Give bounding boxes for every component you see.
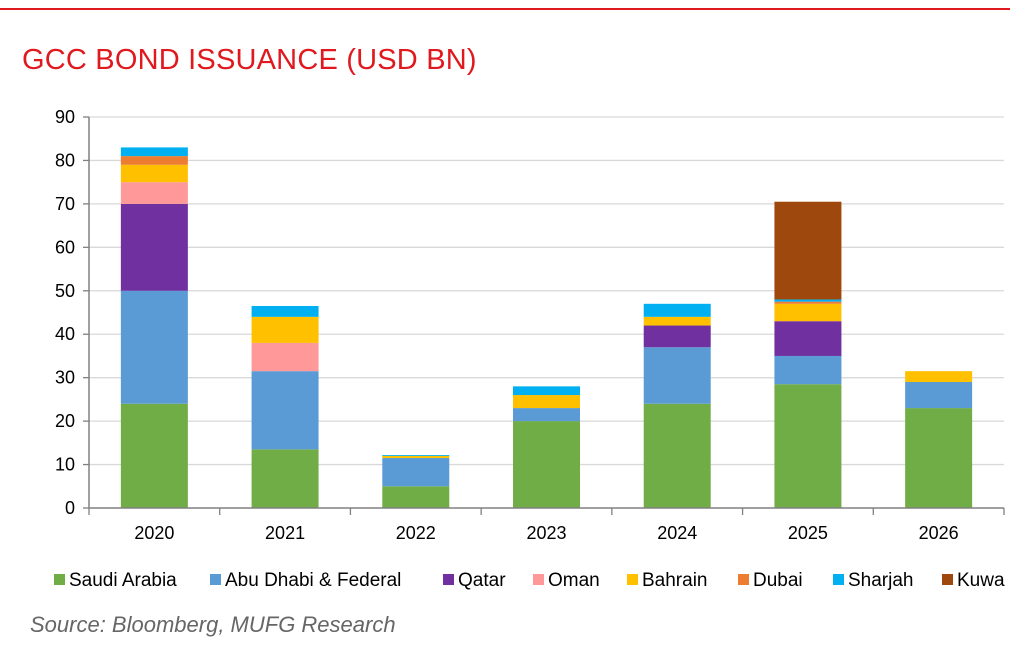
y-tick-label: 30 [55, 368, 75, 388]
y-tick-label: 10 [55, 455, 75, 475]
legend-swatch-sharjah [833, 574, 844, 585]
y-tick-label: 40 [55, 324, 75, 344]
legend-label-sharjah: Sharjah [848, 570, 914, 591]
bar-2021-abu-dhabi-federal [251, 371, 319, 450]
bar-2023-bahrain [513, 395, 580, 409]
x-tick-label-2023: 2023 [526, 523, 566, 543]
legend-label-abu-dhabi-federal: Abu Dhabi & Federal [225, 570, 401, 591]
bar-2022-sharjah [382, 454, 450, 456]
x-tick-label-2026: 2026 [919, 523, 959, 543]
x-tick-label-2020: 2020 [134, 523, 174, 543]
bar-2026-abu-dhabi-federal [905, 382, 973, 409]
bar-2023-saudi-arabia [513, 421, 580, 508]
bar-2020-bahrain [120, 164, 188, 183]
legend-swatch-dubai [738, 574, 749, 585]
legend-label-qatar: Qatar [458, 570, 506, 591]
legend-swatch-saudi-arabia [54, 574, 65, 585]
x-tick-labels: 2020 2021 2022 2023 2024 2025 2026 [134, 523, 958, 543]
legend-swatch-abu-dhabi-federal [210, 574, 221, 585]
y-tick-label: 50 [55, 281, 75, 301]
y-tick-label: 60 [55, 237, 75, 257]
bar-2025-abu-dhabi-federal [774, 355, 842, 385]
bar-2024-sharjah [643, 303, 711, 317]
legend-swatch-oman [533, 574, 544, 585]
bar-2025-dubai [774, 301, 842, 304]
y-tick-label: 90 [55, 107, 75, 127]
y-tick-label: 70 [55, 194, 75, 214]
bar-2020-oman [120, 182, 188, 204]
bar-2025-sharjah [774, 299, 842, 302]
source-note: Source: Bloomberg, MUFG Research [30, 612, 396, 637]
bar-2021-sharjah [251, 305, 319, 317]
y-tick-label: 0 [65, 498, 75, 518]
legend-label-saudi-arabia: Saudi Arabia [69, 570, 177, 591]
legend: Saudi Arabia Abu Dhabi & Federal Qatar Oman… [54, 570, 1005, 591]
bar-2022-abu-dhabi-federal [382, 458, 450, 487]
legend-label-bahrain: Bahrain [642, 570, 708, 591]
bar-2020-abu-dhabi-federal [120, 290, 188, 404]
bar-2023-sharjah [513, 386, 580, 396]
bar-2023-abu-dhabi-federal [513, 408, 580, 422]
bar-2021-oman [251, 342, 319, 372]
bar-2025-qatar [774, 321, 842, 356]
bar-2024-bahrain [643, 316, 711, 326]
x-tick-label-2024: 2024 [657, 523, 697, 543]
axes [83, 116, 1005, 515]
legend-swatch-qatar [443, 574, 454, 585]
bar-2021-saudi-arabia [251, 449, 319, 508]
bar-2025-saudi-arabia [774, 384, 842, 508]
bar-2020-sharjah [120, 147, 188, 157]
y-tick-label: 80 [55, 150, 75, 170]
bar-2024-saudi-arabia [643, 403, 711, 508]
bar-2025-kuwait [774, 201, 842, 300]
x-tick-label-2022: 2022 [396, 523, 436, 543]
bar-2025-bahrain [774, 303, 842, 322]
legend-swatch-bahrain [627, 574, 638, 585]
legend-swatch-kuwait [942, 574, 953, 585]
bar-2026-bahrain [905, 371, 973, 383]
gridlines [89, 116, 1004, 466]
legend-label-kuwait: Kuwa [957, 570, 1005, 591]
bar-2020-dubai [120, 156, 188, 165]
bars [120, 147, 973, 508]
legend-label-oman: Oman [548, 570, 600, 591]
legend-label-dubai: Dubai [753, 570, 803, 591]
bar-2021-bahrain [251, 316, 319, 343]
bar-2022-bahrain [382, 455, 450, 459]
top-rule [0, 8, 1010, 10]
x-tick-label-2021: 2021 [265, 523, 305, 543]
bar-2020-saudi-arabia [120, 403, 188, 508]
chart-title: GCC BOND ISSUANCE (USD BN) [22, 44, 477, 76]
bar-2024-abu-dhabi-federal [643, 347, 711, 404]
bar-2026-saudi-arabia [905, 408, 973, 508]
bar-2022-saudi-arabia [382, 486, 450, 508]
bar-2024-qatar [643, 325, 711, 348]
x-tick-label-2025: 2025 [788, 523, 828, 543]
bar-2020-qatar [120, 203, 188, 291]
y-tick-labels: 0 10 20 30 40 50 60 70 80 90 [55, 107, 75, 518]
y-tick-label: 20 [55, 411, 75, 431]
